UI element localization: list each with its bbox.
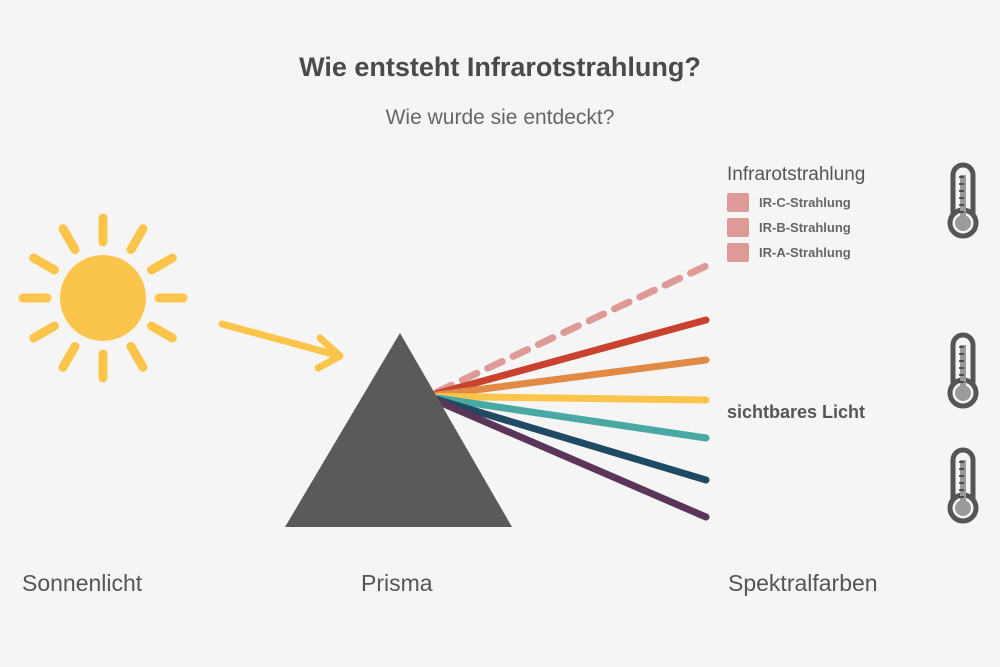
sun-ray [58,224,80,255]
sun-ray [146,321,177,343]
label-prism: Prisma [361,570,433,596]
spectrum-rays [433,262,710,521]
spectrum-ray [433,393,710,404]
sun-ray [126,341,148,372]
infrared-ray [433,262,710,396]
legend-label: IR-B-Strahlung [759,220,851,235]
page-subtitle: Wie wurde sie entdeckt? [385,106,615,129]
label-spectrum: Spektralfarben [728,570,878,596]
spectrum-ray [433,356,710,399]
spectrum-ray [433,394,710,442]
legend-label: IR-A-Strahlung [759,245,851,260]
spectrum-ray [433,396,710,484]
prism-icon [285,333,512,527]
legend-label: IR-C-Strahlung [759,195,851,210]
legend-swatch [727,243,749,262]
sun-ray [126,224,148,255]
page-title: Wie entsteht Infrarotstrahlung? [299,52,701,82]
arrow-icon [218,320,344,372]
legend-item-ir-c: IR-C-Strahlung [727,193,851,212]
visible-light-label: sichtbares Licht [727,402,866,422]
thermometer-icon [947,332,979,409]
spectrum-ray [433,316,710,397]
sun-ray [29,253,60,275]
legend-swatch [727,193,749,212]
legend-item-ir-a: IR-A-Strahlung [727,243,851,262]
label-sunlight: Sonnenlicht [22,570,143,596]
thermometer-icon [947,447,979,524]
legend-swatch [727,218,749,237]
spectrum-ray [433,397,710,521]
legend-item-ir-b: IR-B-Strahlung [727,218,851,237]
sun-ray [146,253,177,275]
infrared-heading: Infrarotstrahlung [727,164,866,185]
sun-icon [18,213,188,383]
thermometer-icon [947,162,979,239]
sun-disc [60,255,146,341]
sun-ray [58,341,80,372]
sun-ray [29,321,60,343]
